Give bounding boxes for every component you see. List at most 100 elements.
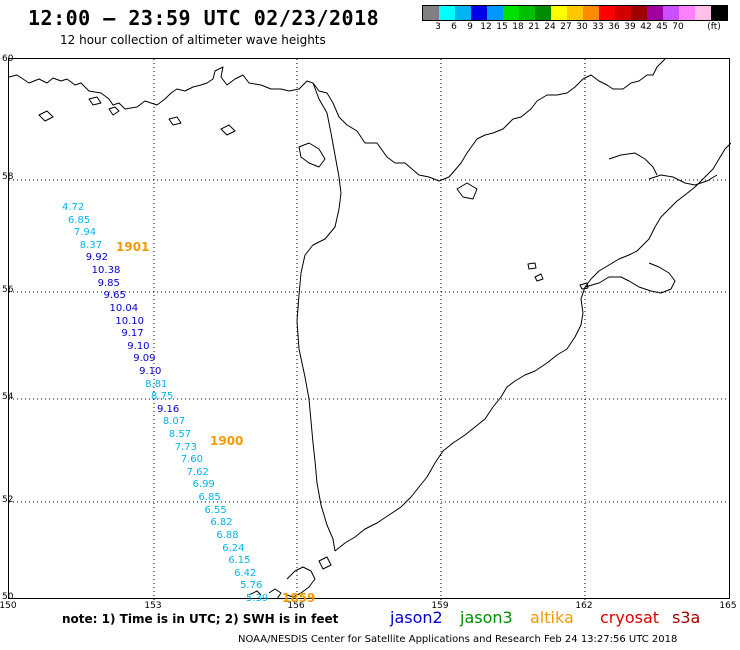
legend-label: 3 [435,22,441,32]
latitude-label: 56 [2,285,14,295]
legend-swatch [615,6,631,20]
legend-swatch [423,6,439,20]
legend-label: 18 [512,22,524,32]
legend-swatch [695,6,711,20]
page-subtitle: 12 hour collection of altimeter wave hei… [60,33,326,47]
wave-height-value: 6.82 [210,517,233,529]
page-title: 12:00 — 23:59 UTC 02/23/2018 [28,6,380,30]
legend-label: 45 [656,22,668,32]
satellite-cryosat: cryosat [600,608,660,627]
legend-swatch [535,6,551,20]
legend-label: 6 [451,22,457,32]
longitude-label: 159 [431,601,449,611]
legend-swatch [663,6,679,20]
footer-credit: NOAA/NESDIS Center for Satellite Applica… [238,634,678,645]
wave-height-value: 4.72 [62,202,85,213]
legend-swatch [631,6,647,20]
wave-height-value: 6.88 [216,529,239,541]
wave-height-value: 7.62 [186,466,209,478]
legend-swatch [599,6,615,20]
wave-height-value: 8.81 [145,378,168,390]
legend-label: 9 [467,22,473,32]
footer-note: note: 1) Time is in UTC; 2) SWH is in fe… [62,612,339,626]
wave-height-value: 9.10 [139,365,162,377]
graticule [9,59,731,600]
wave-height-value: 6.42 [234,567,257,579]
satellite-jason3: jason3 [460,608,513,627]
wave-height-value: 9.16 [156,403,180,415]
wave-height-value: 9.09 [133,353,156,365]
wave-height-value: 10.10 [115,315,145,327]
wave-height-value: 9.10 [127,340,150,352]
legend-swatch [503,6,519,20]
longitude-label: 162 [575,601,593,611]
coastline [9,59,731,600]
legend-label: 33 [592,22,604,32]
legend-swatch [471,6,487,20]
legend-label: 15 [496,22,508,32]
wave-height-value: 7.73 [174,441,198,453]
wave-height-value: 9.85 [97,277,120,289]
legend-label: 12 [480,22,492,32]
legend-swatch [487,6,503,20]
legend-swatch [551,6,567,20]
legend-label: (ft) [707,22,721,32]
legend-label: 24 [544,22,556,32]
map-frame [8,58,731,600]
wave-height-value: 8.07 [162,416,186,428]
legend-labels: 3 6 9 12 15 18 21 24 27 30 33 36 39 42 45 70 (ft) [422,22,728,34]
legend-label: 27 [560,22,572,32]
wave-height-value: 6.24 [222,542,245,554]
legend-label: 30 [576,22,588,32]
latitude-label: 54 [2,392,14,402]
wave-height-value: 5.76 [240,580,263,592]
wave-height-value: 5.39 [246,593,269,604]
legend-swatch [679,6,695,20]
latitude-label: 50 [2,592,14,602]
legend-swatch [647,6,663,20]
legend-swatch [583,6,599,20]
wave-height-value: 10.38 [91,265,121,277]
wave-height-color-legend: 3 6 9 12 15 18 21 24 27 30 33 36 39 42 45 70 (ft) [422,5,728,35]
satellite-s3a: s3a [672,608,701,627]
satellite-altika: altika [530,608,574,627]
wave-height-value: 7.60 [180,454,203,466]
wave-height-value: 10.04 [109,302,139,314]
longitude-label: 150 [0,601,17,611]
wave-height-value: 6.85 [198,492,221,504]
wave-height-value: 9.92 [85,252,108,264]
wave-height-value: 8.57 [168,429,192,441]
legend-label: 21 [528,22,540,32]
legend-swatch [455,6,471,20]
satellite-jason2: jason2 [390,608,443,627]
latitude-label: 58 [2,172,14,182]
wave-height-value: 6.99 [192,479,215,491]
legend-swatch [439,6,455,20]
legend-swatch [519,6,535,20]
wave-height-value: 6.15 [228,555,251,567]
legend-label: 42 [640,22,652,32]
map-canvas [9,59,731,600]
wave-height-value: 9.17 [121,328,144,340]
legend-label: 36 [608,22,620,32]
time-label-1900: 1900 [210,434,244,448]
latitude-label: 60 [2,54,14,64]
latitude-label: 52 [2,495,14,505]
wave-height-value: 6.85 [67,214,91,226]
longitude-label: 156 [287,601,305,611]
wave-height-value: 8.37 [79,239,103,251]
legend-label: 70 [672,22,684,32]
legend-color-bar [422,5,728,21]
longitude-label: 153 [144,601,162,611]
legend-swatch [567,6,583,20]
wave-height-value: 6.55 [204,504,227,516]
legend-swatch [711,6,727,20]
wave-height-value: 9.65 [103,290,126,302]
longitude-label: 165 [719,601,737,611]
wave-height-value: 8.75 [151,391,174,403]
time-label-1901: 1901 [116,240,150,254]
legend-label: 39 [624,22,636,32]
time-label-1859: 1859 [282,591,316,605]
wave-height-value: 7.94 [73,227,97,239]
